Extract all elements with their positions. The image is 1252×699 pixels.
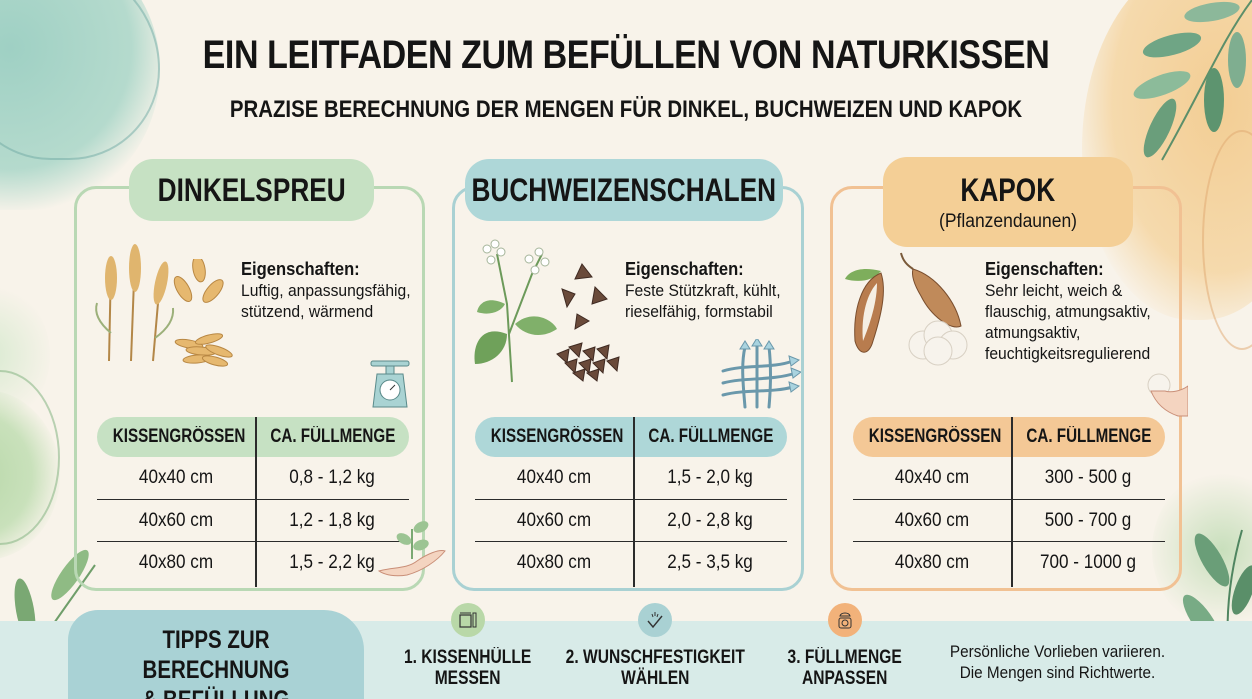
cell-fill: 2,0 - 2,8 kg xyxy=(667,509,753,531)
properties-value: Sehr leicht, weich & flauschig, atmungsa… xyxy=(985,281,1151,363)
cell-size: 40x60 cm xyxy=(894,509,970,531)
cell-fill: 700 - 1000 g xyxy=(1039,551,1137,573)
tip-label-line1: 1. KISSENHÜLLE xyxy=(403,647,532,668)
fill-amount-table: KISSENGRÖSSEN CA. FÜLLMENGE 40x40 cm 0,8… xyxy=(97,417,409,587)
table-row: 40x80 cm 1,5 - 2,2 kg xyxy=(97,541,409,583)
table-row: 40x40 cm 300 - 500 g xyxy=(853,457,1165,499)
card-dinkelspreu: DINKELSPREU Eigenschaften: Luftig, anpas… xyxy=(74,159,446,591)
column-header-size: KISSENGRÖSSEN xyxy=(112,426,246,447)
cotton-fluff-icon xyxy=(908,320,968,366)
fill-amount-table: KISSENGRÖSSEN CA. FÜLLMENGE 40x40 cm 1,5… xyxy=(475,417,787,587)
cell-size: 40x80 cm xyxy=(138,551,214,573)
column-header-fill: CA. FÜLLMENGE xyxy=(648,426,774,447)
tip-label: 3. FÜLLMENGE ANPASSEN xyxy=(788,647,902,689)
watercolor-blob-mid-left xyxy=(0,280,50,430)
column-header-size: KISSENGRÖSSEN xyxy=(490,426,624,447)
tips-heading: TIPPS ZUR BERECHNUNG & BEFÜLLUNG xyxy=(95,625,338,699)
cell-fill: 1,2 - 1,8 kg xyxy=(289,509,375,531)
table-header: KISSENGRÖSSEN CA. FÜLLMENGE xyxy=(853,417,1165,457)
properties-label: Eigenschaften: xyxy=(241,259,360,279)
tip-step-2: 2. WUNSCHFESTIGKEIT WÄHLEN xyxy=(555,603,755,689)
cell-fill: 0,8 - 1,2 kg xyxy=(289,467,375,488)
cell-size: 40x60 cm xyxy=(516,509,592,531)
cell-fill: 2,5 - 3,5 kg xyxy=(667,551,753,573)
tip-label-line1: 2. WUNSCHFESTIGKEIT xyxy=(565,647,745,668)
tip-label-line2: WÄHLEN xyxy=(620,668,690,689)
watercolor-blob-bottom-left xyxy=(0,390,60,560)
tip-label: 2. WUNSCHFESTIGKEIT WÄHLEN xyxy=(565,647,744,689)
tip-label: 1. KISSENHÜLLE MESSEN xyxy=(404,647,531,689)
tips-heading-banner xyxy=(68,610,364,699)
tip-label-line1: 3. FÜLLMENGE xyxy=(787,647,903,668)
cell-fill: 300 - 500 g xyxy=(1044,467,1132,488)
card-buchweizenschalen: BUCHWEIZENSCHALEN Eigenschaften: Feste S… xyxy=(452,159,804,591)
properties-text: Eigenschaften: Feste Stützkraft, kühlt, … xyxy=(625,259,809,322)
cell-size: 40x40 cm xyxy=(894,467,970,488)
cell-size: 40x80 cm xyxy=(516,551,592,573)
pillow-measure-icon xyxy=(450,603,485,637)
table-row: 40x60 cm 2,0 - 2,8 kg xyxy=(475,499,787,541)
tip-step-1: 1. KISSENHÜLLE MESSEN xyxy=(395,603,540,689)
tips-note: Persönliche Vorlieben variieren. Die Men… xyxy=(938,641,1177,683)
scale-icon xyxy=(828,603,862,637)
page-title: EIN LEITFADEN ZUM BEFÜLLEN VON NATURKISS… xyxy=(202,33,1050,77)
checkmark-icon xyxy=(638,603,672,637)
cell-size: 40x80 cm xyxy=(894,551,970,573)
cell-size: 40x40 cm xyxy=(516,467,592,488)
cell-fill: 500 - 700 g xyxy=(1044,509,1132,531)
fill-amount-table: KISSENGRÖSSEN CA. FÜLLMENGE 40x40 cm 300… xyxy=(853,417,1165,587)
table-row: 40x60 cm 1,2 - 1,8 kg xyxy=(97,499,409,541)
watercolor-outline-top-left xyxy=(0,0,160,160)
table-row: 40x60 cm 500 - 700 g xyxy=(853,499,1165,541)
cell-size: 40x60 cm xyxy=(138,509,214,531)
column-header-fill: CA. FÜLLMENGE xyxy=(1026,426,1152,447)
cell-fill: 1,5 - 2,0 kg xyxy=(667,467,753,488)
card-title: DINKELSPREU xyxy=(157,171,346,208)
tip-step-3: 3. FÜLLMENGE ANPASSEN xyxy=(780,603,910,689)
table-row: 40x80 cm 700 - 1000 g xyxy=(853,541,1165,583)
wheat-icon xyxy=(95,244,175,362)
properties-label: Eigenschaften: xyxy=(985,259,1104,279)
card-title-banner: BUCHWEIZENSCHALEN xyxy=(465,159,783,221)
tips-heading-line2: & BEFÜLLUNG xyxy=(95,685,338,699)
table-header: KISSENGRÖSSEN CA. FÜLLMENGE xyxy=(475,417,787,457)
tips-note-line2: Die Mengen sind Richtwerte. xyxy=(959,663,1156,682)
table-row: 40x40 cm 0,8 - 1,2 kg xyxy=(97,457,409,499)
tip-label-line2: MESSEN xyxy=(434,668,501,689)
table-row: 40x40 cm 1,5 - 2,0 kg xyxy=(475,457,787,499)
properties-text: Eigenschaften: Luftig, anpassungsfähig, … xyxy=(241,259,425,322)
tips-heading-line1: TIPPS ZUR BERECHNUNG xyxy=(142,626,290,684)
tips-note-line1: Persönliche Vorlieben variieren. xyxy=(949,642,1166,661)
card-subtitle: (Pflanzendaunen) xyxy=(939,210,1077,232)
card-title: BUCHWEIZENSCHALEN xyxy=(471,171,777,208)
watercolor-outline-bottom-left xyxy=(0,370,60,545)
table-header: KISSENGRÖSSEN CA. FÜLLMENGE xyxy=(97,417,409,457)
hand-icon xyxy=(1147,373,1188,417)
card-title-banner: DINKELSPREU xyxy=(129,159,374,221)
sprout-hand-icon xyxy=(377,521,446,577)
properties-label: Eigenschaften: xyxy=(625,259,744,279)
cell-size: 40x40 cm xyxy=(138,467,214,488)
table-divider xyxy=(1011,417,1013,587)
card-title-banner: KAPOK (Pflanzendaunen) xyxy=(883,157,1133,247)
table-row: 40x80 cm 2,5 - 3,5 kg xyxy=(475,541,787,583)
grain-icon xyxy=(173,259,233,367)
page-subtitle: PRAZISE BERECHNUNG DER MENGEN FÜR DINKEL… xyxy=(229,96,1023,123)
husk-icon xyxy=(556,263,620,382)
properties-value: Luftig, anpassungsfähig, stützend, wärme… xyxy=(241,281,411,321)
buckwheat-plant-icon xyxy=(474,239,557,383)
card-kapok: KAPOK (Pflanzendaunen) Eigenschaften: Se… xyxy=(830,157,1188,591)
table-divider xyxy=(633,417,635,587)
properties-value: Feste Stützkraft, kühlt, rieselfähig, fo… xyxy=(625,281,781,321)
scale-icon xyxy=(370,360,410,408)
tip-label-line2: ANPASSEN xyxy=(802,668,888,689)
properties-text: Eigenschaften: Sehr leicht, weich & flau… xyxy=(985,259,1187,364)
table-divider xyxy=(255,417,257,587)
leaf-branch-top-right-icon xyxy=(1133,0,1252,161)
column-header-size: KISSENGRÖSSEN xyxy=(868,426,1002,447)
airflow-icon xyxy=(721,339,801,409)
cell-fill: 1,5 - 2,2 kg xyxy=(289,551,375,573)
column-header-fill: CA. FÜLLMENGE xyxy=(270,426,396,447)
card-title: KAPOK xyxy=(960,171,1056,208)
